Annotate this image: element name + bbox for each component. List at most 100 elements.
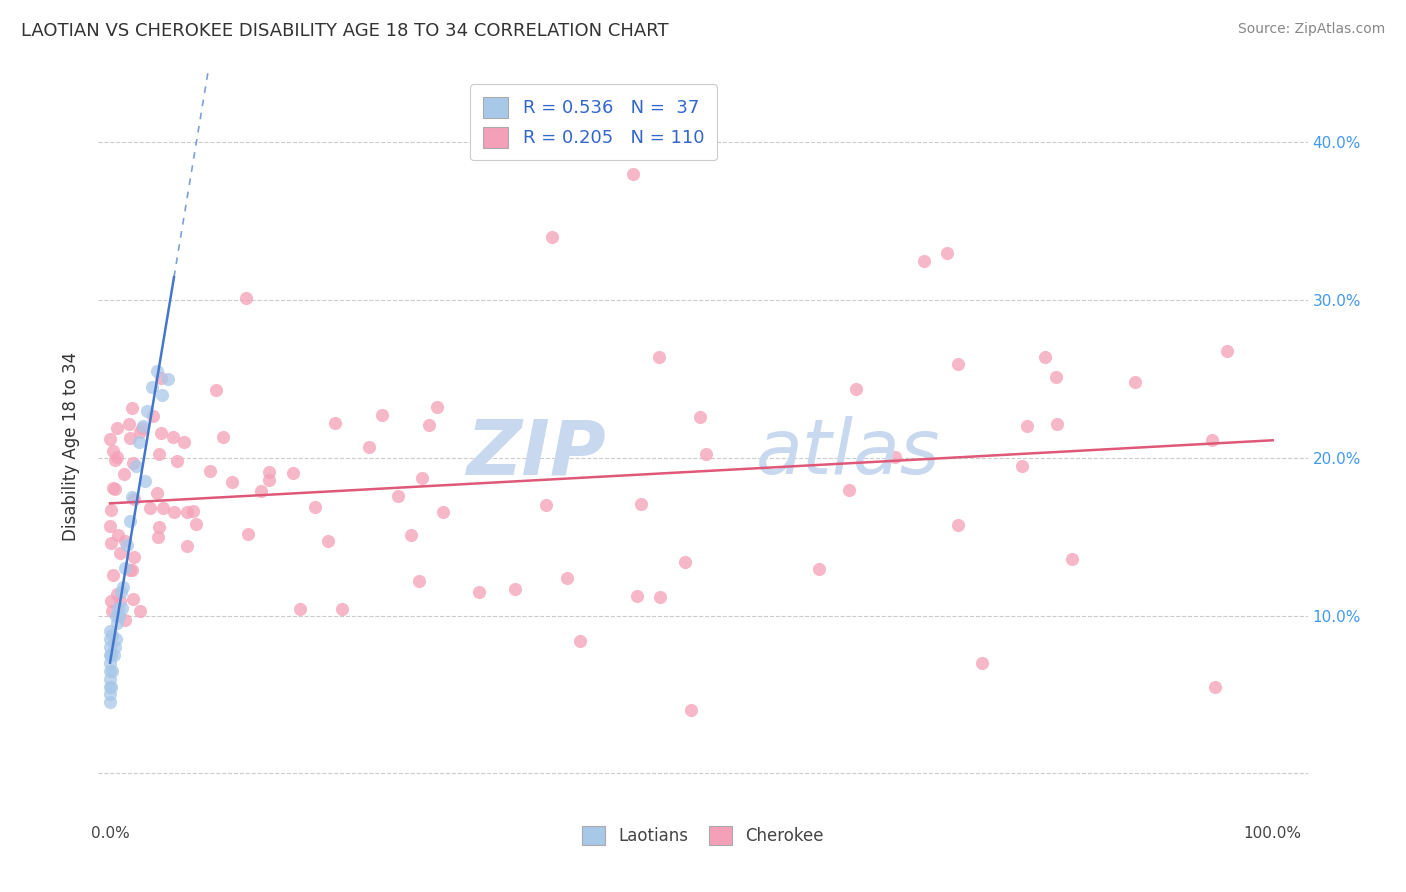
Point <box>128 425 150 440</box>
Text: Source: ZipAtlas.com: Source: ZipAtlas.com <box>1237 22 1385 37</box>
Point <box>281 466 304 480</box>
Point <box>112 467 135 481</box>
Point <box>626 589 648 603</box>
Point <box>503 582 526 597</box>
Y-axis label: Disability Age 18 to 34: Disability Age 18 to 34 <box>62 351 80 541</box>
Point <box>100 536 122 550</box>
Point <box>1033 350 1056 364</box>
Point <box>568 634 591 648</box>
Point <box>359 440 381 454</box>
Point <box>105 616 128 631</box>
Point <box>163 505 186 519</box>
Point <box>259 465 281 479</box>
Point <box>316 534 339 549</box>
Point <box>411 470 433 484</box>
Point <box>157 372 180 386</box>
Point <box>100 680 122 694</box>
Point <box>100 503 122 517</box>
Point <box>184 516 207 531</box>
Point <box>884 450 907 465</box>
Point <box>114 561 136 575</box>
Point <box>1046 417 1069 431</box>
Point <box>108 608 131 623</box>
Point <box>200 465 222 479</box>
Point <box>117 538 139 552</box>
Point <box>131 420 153 434</box>
Text: ZIP: ZIP <box>467 417 606 491</box>
Point <box>100 593 122 607</box>
Point <box>101 664 124 678</box>
Point <box>145 364 167 378</box>
Point <box>912 253 935 268</box>
Point <box>176 539 198 553</box>
Point <box>555 571 578 585</box>
Point <box>98 632 121 647</box>
Point <box>98 672 121 686</box>
Point <box>371 409 394 423</box>
Point <box>425 400 447 414</box>
Point <box>118 431 141 445</box>
Point <box>129 604 152 618</box>
Point <box>104 632 127 647</box>
Point <box>181 504 204 518</box>
Point <box>104 608 127 623</box>
Point <box>176 505 198 519</box>
Point <box>101 481 124 495</box>
Point <box>105 450 128 464</box>
Text: atlas: atlas <box>756 417 941 491</box>
Point <box>101 627 124 641</box>
Point <box>131 419 153 434</box>
Point <box>146 530 169 544</box>
Point <box>1015 418 1038 433</box>
Point <box>141 380 163 394</box>
Point <box>808 562 831 576</box>
Point <box>330 602 353 616</box>
Point <box>114 613 136 627</box>
Point <box>124 458 146 473</box>
Point <box>121 401 143 415</box>
Point <box>105 420 128 434</box>
Point <box>695 447 717 461</box>
Point <box>235 291 257 305</box>
Point <box>1216 343 1239 358</box>
Point <box>150 425 173 440</box>
Point <box>162 430 184 444</box>
Point <box>98 519 121 533</box>
Point <box>1045 370 1067 384</box>
Point <box>98 648 121 662</box>
Point <box>108 594 131 608</box>
Point <box>221 475 243 489</box>
Point <box>211 430 233 444</box>
Point <box>970 656 993 670</box>
Point <box>205 384 228 398</box>
Point <box>100 648 122 662</box>
Point <box>325 416 347 430</box>
Point <box>105 587 128 601</box>
Point <box>432 505 454 519</box>
Point <box>1204 680 1226 694</box>
Point <box>534 498 557 512</box>
Point <box>146 486 169 500</box>
Point <box>236 526 259 541</box>
Point <box>148 447 170 461</box>
Point <box>1060 552 1083 566</box>
Point <box>399 528 422 542</box>
Legend: Laotians, Cherokee: Laotians, Cherokee <box>574 818 832 854</box>
Point <box>98 664 121 678</box>
Text: LAOTIAN VS CHEROKEE DISABILITY AGE 18 TO 34 CORRELATION CHART: LAOTIAN VS CHEROKEE DISABILITY AGE 18 TO… <box>21 22 669 40</box>
Point <box>673 555 696 569</box>
Point <box>689 410 711 425</box>
Point <box>259 473 281 487</box>
Point <box>98 680 121 694</box>
Point <box>1011 458 1033 473</box>
Point <box>468 585 491 599</box>
Point <box>387 489 409 503</box>
Point <box>838 483 860 497</box>
Point <box>121 490 143 504</box>
Point <box>936 245 959 260</box>
Point <box>152 501 174 516</box>
Point <box>110 585 132 599</box>
Point <box>166 454 188 468</box>
Point <box>118 563 141 577</box>
Point <box>107 528 129 542</box>
